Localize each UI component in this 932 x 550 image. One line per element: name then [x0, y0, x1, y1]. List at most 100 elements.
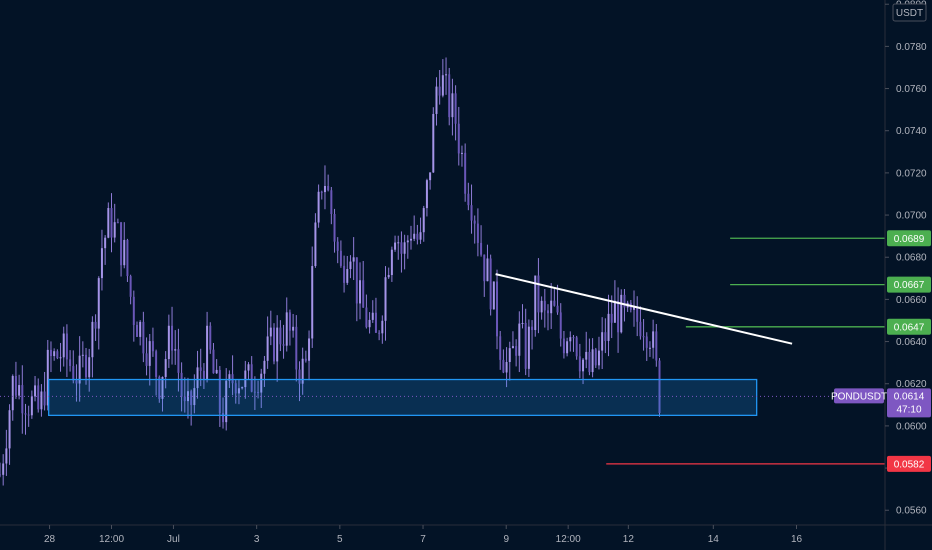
candle[interactable] — [30, 390, 33, 419]
candle[interactable] — [317, 184, 320, 228]
candle[interactable] — [607, 294, 610, 357]
candle[interactable] — [295, 315, 298, 382]
candle[interactable] — [266, 316, 269, 369]
time-axis[interactable]: 28 12:00 Jul 3 5 7 9 12:00 12 14 16 — [0, 524, 932, 545]
candle[interactable] — [639, 306, 642, 340]
candle[interactable] — [247, 362, 250, 380]
candle[interactable] — [21, 365, 24, 434]
candle[interactable] — [120, 221, 123, 277]
candle[interactable] — [171, 306, 174, 365]
candle[interactable] — [597, 336, 600, 370]
candle[interactable] — [537, 258, 540, 334]
candle[interactable] — [88, 348, 91, 392]
candle[interactable] — [193, 374, 196, 414]
candle[interactable] — [11, 374, 14, 421]
candle[interactable] — [483, 254, 486, 297]
candle[interactable] — [413, 215, 416, 242]
candle[interactable] — [40, 384, 43, 417]
candle[interactable] — [263, 355, 266, 387]
candle[interactable] — [155, 349, 158, 396]
candle[interactable] — [359, 262, 362, 320]
candle[interactable] — [78, 336, 81, 402]
candle[interactable] — [508, 341, 511, 381]
candle[interactable] — [550, 283, 553, 329]
candle[interactable] — [511, 331, 514, 349]
candle[interactable] — [59, 342, 62, 372]
candle[interactable] — [620, 289, 623, 334]
candle[interactable] — [186, 377, 189, 419]
candle[interactable] — [288, 309, 291, 346]
candle[interactable] — [253, 376, 256, 410]
candle[interactable] — [390, 246, 393, 282]
candle[interactable] — [126, 238, 129, 282]
candle[interactable] — [53, 348, 56, 361]
candle[interactable] — [8, 404, 11, 465]
candle[interactable] — [652, 319, 655, 359]
candle[interactable] — [269, 310, 272, 346]
candle[interactable] — [636, 296, 639, 337]
candle[interactable] — [543, 289, 546, 328]
candle[interactable] — [429, 172, 432, 190]
candle[interactable] — [368, 312, 371, 334]
candle[interactable] — [409, 225, 412, 250]
candle[interactable] — [298, 361, 301, 402]
candle[interactable] — [142, 311, 145, 363]
candle[interactable] — [113, 203, 116, 243]
candle[interactable] — [14, 361, 17, 399]
candle[interactable] — [371, 300, 374, 323]
candle[interactable] — [486, 244, 489, 282]
candle[interactable] — [174, 330, 177, 365]
candle[interactable] — [177, 328, 180, 392]
candle[interactable] — [91, 316, 94, 378]
candle[interactable] — [97, 276, 100, 350]
candle[interactable] — [104, 235, 107, 265]
candle[interactable] — [645, 332, 648, 361]
candle[interactable] — [234, 379, 237, 404]
candle[interactable] — [135, 321, 138, 337]
candle[interactable] — [330, 186, 333, 225]
candle[interactable] — [457, 106, 460, 166]
candle[interactable] — [0, 462, 1, 478]
candle[interactable] — [132, 290, 135, 342]
candle[interactable] — [272, 323, 275, 365]
candle[interactable] — [355, 257, 358, 322]
candle[interactable] — [85, 347, 88, 385]
candle[interactable] — [601, 317, 604, 369]
candle[interactable] — [540, 296, 543, 320]
candle[interactable] — [241, 386, 244, 390]
candle[interactable] — [81, 341, 84, 368]
candle[interactable] — [49, 341, 52, 373]
candle[interactable] — [304, 350, 307, 363]
plot-area[interactable] — [0, 57, 661, 486]
candle[interactable] — [467, 182, 470, 211]
candle[interactable] — [397, 235, 400, 260]
candle[interactable] — [161, 376, 164, 412]
candle[interactable] — [527, 319, 530, 378]
candle[interactable] — [499, 330, 502, 370]
candle[interactable] — [94, 314, 97, 341]
candle[interactable] — [464, 143, 467, 202]
candle[interactable] — [180, 362, 183, 412]
candle[interactable] — [69, 350, 72, 372]
candle[interactable] — [145, 337, 148, 376]
candle[interactable] — [75, 364, 78, 402]
candle[interactable] — [212, 342, 215, 374]
candle[interactable] — [209, 322, 212, 354]
candle[interactable] — [100, 229, 103, 291]
candle[interactable] — [569, 331, 572, 352]
candle[interactable] — [610, 295, 613, 339]
candle[interactable] — [403, 234, 406, 270]
candle[interactable] — [515, 339, 518, 367]
candle[interactable] — [65, 324, 68, 378]
candle[interactable] — [642, 318, 645, 351]
candle[interactable] — [362, 260, 365, 308]
candle[interactable] — [566, 337, 569, 357]
candle[interactable] — [123, 222, 126, 269]
candle[interactable] — [56, 349, 59, 360]
candle[interactable] — [572, 334, 575, 352]
candle[interactable] — [250, 356, 253, 393]
candle[interactable] — [633, 290, 636, 327]
candle[interactable] — [151, 327, 154, 357]
candle[interactable] — [422, 205, 425, 242]
candle[interactable] — [279, 320, 282, 352]
